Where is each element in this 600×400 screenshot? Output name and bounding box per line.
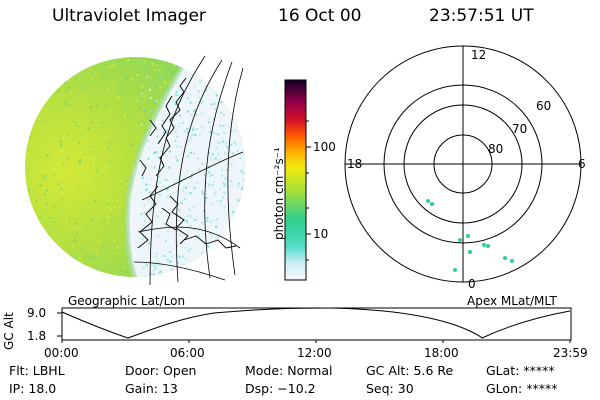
globe-caption: Geographic Lat/Lon [68,294,186,308]
status-gc-alt-value: 5.6 Re [413,363,454,378]
status-ip: IP: 18.0 [9,381,57,396]
xtick-0000: 00:00 [44,346,79,360]
status-glon-key: GLon: [486,381,523,396]
colorbar-unit-label: photon cm⁻²s⁻¹ [272,147,286,240]
colorbar-tick-10: 10 [313,227,329,241]
coastlines [137,77,237,249]
observation-date: 16 Oct 00 [278,6,362,26]
status-gc-alt-key: GC Alt: [366,363,410,378]
status-glon: GLon: ***** [486,381,558,396]
xtick-1200: 12:00 [297,346,332,360]
status-flt-value: LBHL [32,363,65,378]
mlt-label-0: 0 [468,277,476,291]
xtick-0600: 06:00 [170,346,205,360]
status-glon-value: ***** [526,381,558,396]
colorbar [284,79,311,281]
polar-emission-points [426,199,514,272]
status-door: Door: Open [125,363,197,378]
xtick-2359: 23:59 [553,346,588,360]
status-door-value: Open [163,363,197,378]
polar-dial [344,45,582,283]
mlt-label-18: 18 [347,157,363,171]
status-gain-key: Gain: [125,381,158,396]
mlat-label-80: 80 [488,142,504,156]
altitude-ytick-9: 9.0 [27,306,47,320]
status-seq-value: 30 [397,381,414,396]
status-mode-value: Normal [287,363,333,378]
altitude-plot [57,307,572,343]
mlt-label-12: 12 [471,48,487,62]
instrument-title: Ultraviolet Imager [52,6,206,26]
terminator [124,57,195,277]
status-glat-key: GLat: [486,363,520,378]
status-ip-key: IP: [9,381,25,396]
status-gain-value: 13 [161,381,178,396]
xtick-1800: 18:00 [424,346,459,360]
mlt-label-6: 6 [578,157,586,171]
altitude-ylabel: GC Alt [2,312,16,350]
status-mode: Mode: Normal [245,363,333,378]
altitude-curve [61,307,571,339]
observation-time: 23:57:51 UT [429,6,534,26]
polar-caption: Apex MLat/MLT [467,294,557,308]
status-flt: Flt: LBHL [9,363,65,378]
status-door-key: Door: [125,363,160,378]
status-dsp: Dsp: −10.2 [245,381,316,396]
altitude-ytick-1-8: 1.8 [27,329,47,343]
colorbar-tick-100: 100 [313,140,336,154]
status-seq-key: Seq: [366,381,394,396]
mlat-label-70: 70 [512,122,528,136]
status-dsp-key: Dsp: [245,381,274,396]
status-gain: Gain: 13 [125,381,178,396]
status-mode-key: Mode: [245,363,284,378]
mlat-label-60: 60 [536,99,552,113]
status-dsp-value: −10.2 [277,381,316,396]
status-seq: Seq: 30 [366,381,414,396]
status-gc-alt: GC Alt: 5.6 Re [366,363,454,378]
status-ip-value: 18.0 [28,381,57,396]
status-flt-key: Flt: [9,363,29,378]
status-glat: GLat: ***** [486,363,555,378]
status-glat-value: ***** [523,363,555,378]
